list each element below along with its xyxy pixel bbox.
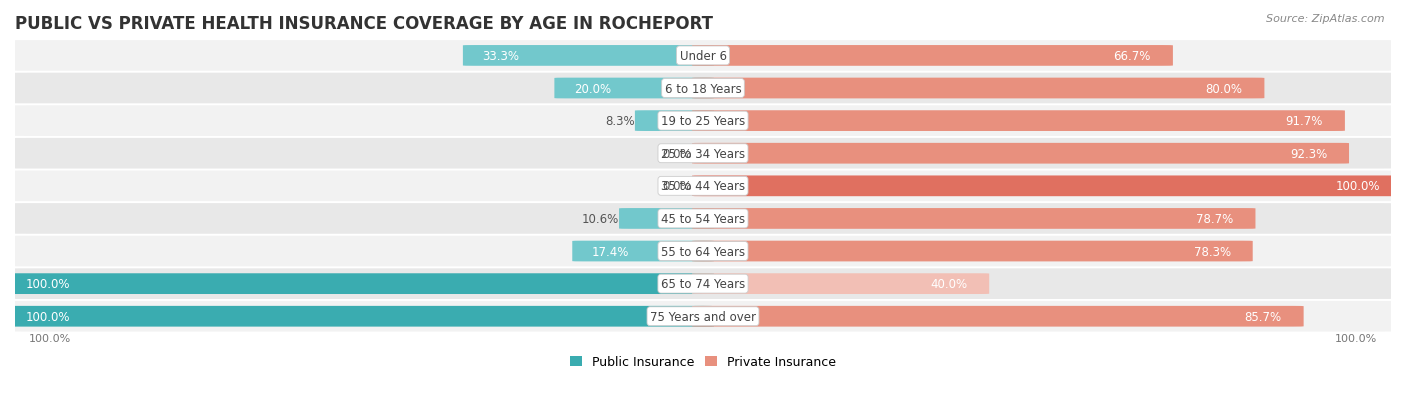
Text: 0.0%: 0.0% [662,180,692,193]
FancyBboxPatch shape [619,209,714,229]
Text: 10.6%: 10.6% [582,212,619,225]
Text: Under 6: Under 6 [679,50,727,63]
Text: 100.0%: 100.0% [28,333,72,343]
FancyBboxPatch shape [692,111,1346,132]
FancyBboxPatch shape [692,78,1264,99]
FancyBboxPatch shape [636,111,714,132]
Text: 78.7%: 78.7% [1197,212,1233,225]
Text: 19 to 25 Years: 19 to 25 Years [661,115,745,128]
Text: 35 to 44 Years: 35 to 44 Years [661,180,745,193]
FancyBboxPatch shape [692,306,1303,327]
Text: 66.7%: 66.7% [1114,50,1152,63]
Text: PUBLIC VS PRIVATE HEALTH INSURANCE COVERAGE BY AGE IN ROCHEPORT: PUBLIC VS PRIVATE HEALTH INSURANCE COVER… [15,15,713,33]
FancyBboxPatch shape [4,273,714,294]
Text: 20.0%: 20.0% [574,82,610,95]
Text: 17.4%: 17.4% [592,245,628,258]
Text: Source: ZipAtlas.com: Source: ZipAtlas.com [1267,14,1385,24]
FancyBboxPatch shape [1,236,1405,267]
FancyBboxPatch shape [1,41,1405,71]
Text: 75 Years and over: 75 Years and over [650,310,756,323]
FancyBboxPatch shape [1,301,1405,332]
Text: 55 to 64 Years: 55 to 64 Years [661,245,745,258]
FancyBboxPatch shape [554,78,714,99]
Text: 33.3%: 33.3% [482,50,519,63]
Text: 92.3%: 92.3% [1289,147,1327,160]
Text: 6 to 18 Years: 6 to 18 Years [665,82,741,95]
FancyBboxPatch shape [1,269,1405,299]
FancyBboxPatch shape [692,46,1173,66]
FancyBboxPatch shape [1,171,1405,202]
Text: 78.3%: 78.3% [1194,245,1230,258]
FancyBboxPatch shape [692,209,1256,229]
Legend: Public Insurance, Private Insurance: Public Insurance, Private Insurance [565,350,841,373]
Text: 100.0%: 100.0% [1334,333,1378,343]
Text: 40.0%: 40.0% [929,278,967,290]
FancyBboxPatch shape [1,204,1405,234]
FancyBboxPatch shape [692,176,1402,197]
Text: 45 to 54 Years: 45 to 54 Years [661,212,745,225]
Text: 100.0%: 100.0% [25,278,70,290]
FancyBboxPatch shape [692,241,1253,262]
Text: 80.0%: 80.0% [1205,82,1243,95]
FancyBboxPatch shape [1,139,1405,169]
FancyBboxPatch shape [572,241,714,262]
Text: 65 to 74 Years: 65 to 74 Years [661,278,745,290]
FancyBboxPatch shape [1,74,1405,104]
Text: 91.7%: 91.7% [1285,115,1323,128]
Text: 100.0%: 100.0% [25,310,70,323]
Text: 85.7%: 85.7% [1244,310,1282,323]
Text: 0.0%: 0.0% [662,147,692,160]
Text: 25 to 34 Years: 25 to 34 Years [661,147,745,160]
Text: 8.3%: 8.3% [605,115,636,128]
FancyBboxPatch shape [692,273,990,294]
FancyBboxPatch shape [1,106,1405,137]
FancyBboxPatch shape [463,46,714,66]
FancyBboxPatch shape [692,143,1348,164]
FancyBboxPatch shape [4,306,714,327]
Text: 100.0%: 100.0% [1336,180,1381,193]
